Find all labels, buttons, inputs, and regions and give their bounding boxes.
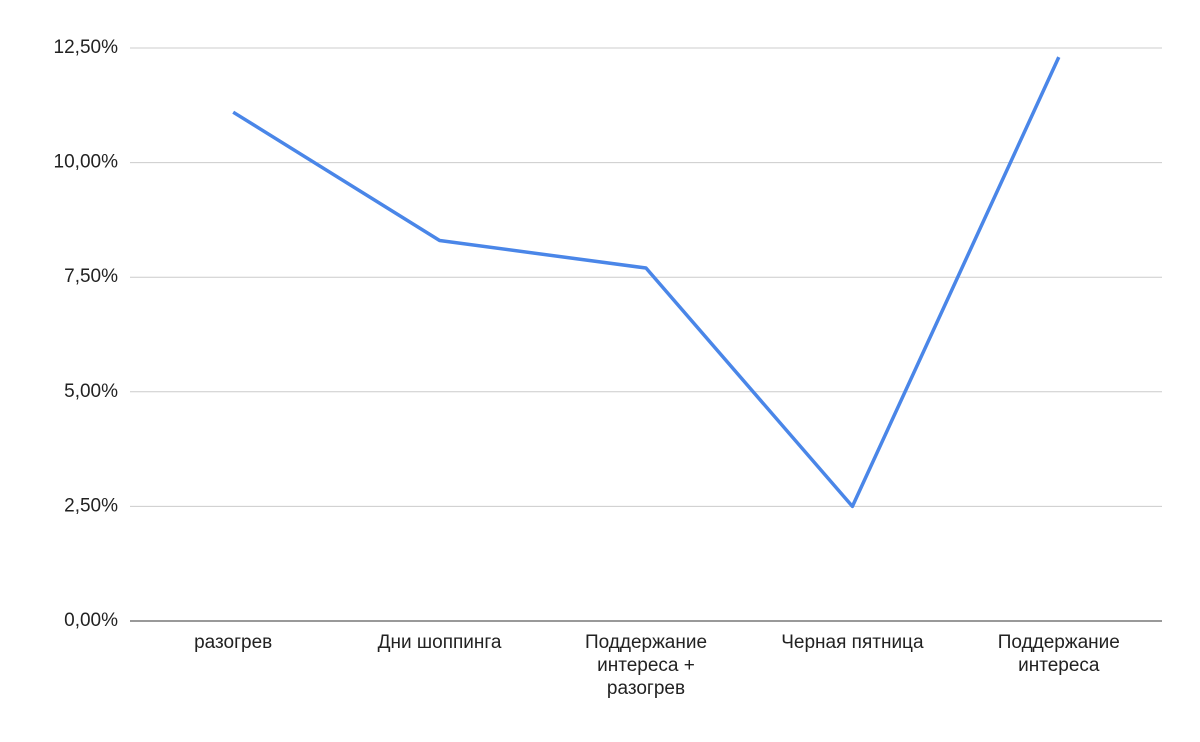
y-tick-label: 2,50% (64, 495, 118, 516)
y-tick-label: 0,00% (64, 610, 118, 631)
x-tick-label: разогрев (194, 632, 273, 653)
y-tick-label: 10,00% (54, 152, 119, 173)
x-tick-label: Поддержание интереса + разогрев (584, 632, 708, 699)
y-tick-label: 7,50% (64, 266, 118, 287)
x-tick-label: Черная пятница (781, 632, 924, 653)
y-tick-label: 5,00% (64, 381, 118, 402)
x-tick-label: Дни шоппинга (377, 632, 502, 653)
line (232, 56, 1061, 509)
y-tick-label: 12,50% (54, 37, 119, 58)
x-tick-label: Поддержание интереса (997, 632, 1120, 676)
